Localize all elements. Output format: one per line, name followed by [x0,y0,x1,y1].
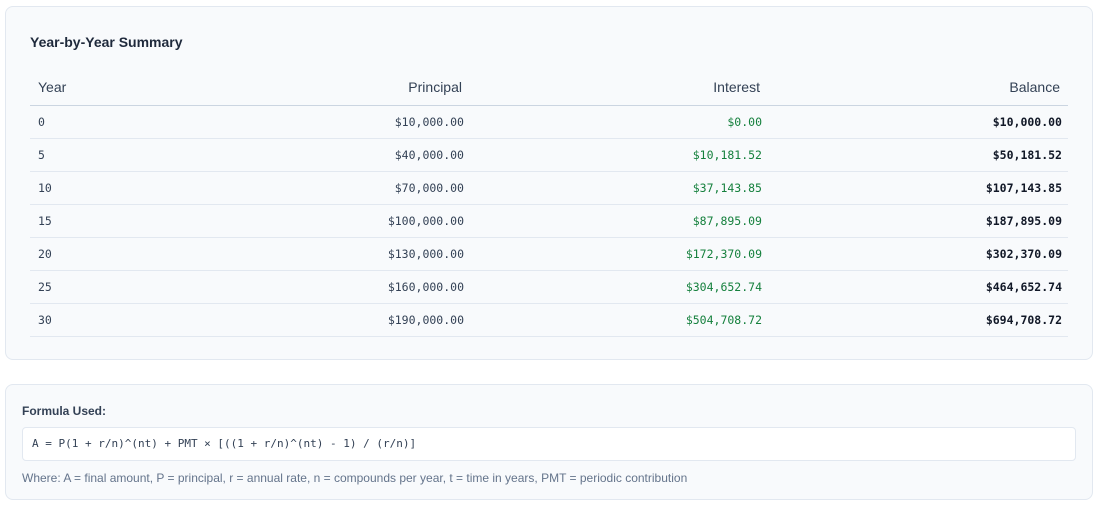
cell-balance: $464,652.74 [768,270,1068,304]
cell-interest: $172,370.09 [470,237,768,271]
cell-principal: $190,000.00 [164,303,470,337]
table-row: 15 $100,000.00 $87,895.09 $187,895.09 [30,204,1068,238]
table-row: 0 $10,000.00 $0.00 $10,000.00 [30,105,1068,139]
cell-principal: $160,000.00 [164,270,470,304]
cell-year: 0 [30,105,164,139]
cell-year: 15 [30,204,164,238]
cell-year: 10 [30,171,164,205]
column-header-interest: Interest [470,69,768,106]
cell-balance: $50,181.52 [768,138,1068,172]
cell-interest: $87,895.09 [470,204,768,238]
cell-year: 30 [30,303,164,337]
column-header-year: Year [30,69,164,106]
cell-balance: $10,000.00 [768,105,1068,139]
cell-principal: $70,000.00 [164,171,470,205]
cell-balance: $187,895.09 [768,204,1068,238]
table-header-row: Year Principal Interest Balance [30,69,1068,106]
cell-interest: $37,143.85 [470,171,768,205]
formula-expression: A = P(1 + r/n)^(nt) + PMT × [((1 + r/n)^… [22,427,1076,461]
cell-principal: $130,000.00 [164,237,470,271]
table-row: 30 $190,000.00 $504,708.72 $694,708.72 [30,303,1068,337]
table-row: 5 $40,000.00 $10,181.52 $50,181.52 [30,138,1068,172]
table-row: 25 $160,000.00 $304,652.74 $464,652.74 [30,270,1068,304]
formula-label: Formula Used: [22,404,107,418]
year-by-year-summary-card: Year-by-Year Summary Year Principal Inte… [5,6,1093,360]
formula-note: Where: A = final amount, P = principal, … [22,471,688,485]
cell-balance: $107,143.85 [768,171,1068,205]
cell-balance: $302,370.09 [768,237,1068,271]
table-row: 20 $130,000.00 $172,370.09 $302,370.09 [30,237,1068,271]
table-row: 10 $70,000.00 $37,143.85 $107,143.85 [30,171,1068,205]
cell-principal: $40,000.00 [164,138,470,172]
formula-card: Formula Used: A = P(1 + r/n)^(nt) + PMT … [5,384,1093,500]
summary-title: Year-by-Year Summary [30,34,183,50]
column-header-principal: Principal [164,69,470,106]
cell-year: 25 [30,270,164,304]
cell-principal: $10,000.00 [164,105,470,139]
cell-interest: $304,652.74 [470,270,768,304]
cell-interest: $0.00 [470,105,768,139]
cell-principal: $100,000.00 [164,204,470,238]
column-header-balance: Balance [768,69,1068,106]
summary-table: Year Principal Interest Balance 0 $10,00… [30,69,1068,337]
cell-year: 5 [30,138,164,172]
cell-interest: $10,181.52 [470,138,768,172]
cell-interest: $504,708.72 [470,303,768,337]
cell-year: 20 [30,237,164,271]
cell-balance: $694,708.72 [768,303,1068,337]
